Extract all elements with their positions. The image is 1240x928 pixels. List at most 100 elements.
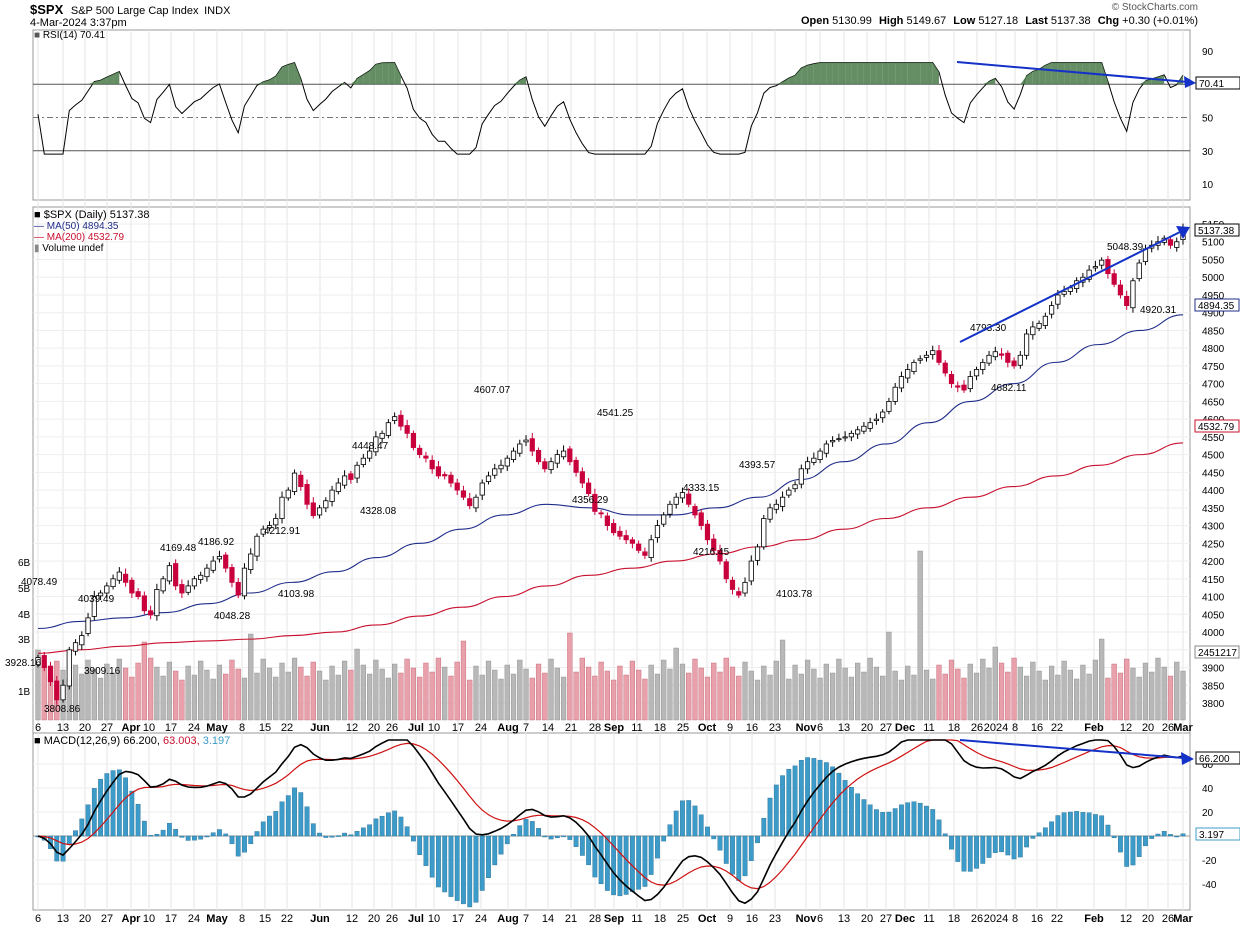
volume-bar xyxy=(911,674,917,721)
x-tick-label-top: 21 xyxy=(565,722,577,734)
price-annotation: 4078.49 xyxy=(21,577,58,588)
price-annotation: 4448.47 xyxy=(352,441,389,452)
candle-up xyxy=(392,416,398,421)
x-tick-label-top: Sep xyxy=(604,722,624,734)
macd-histogram-bar xyxy=(836,772,842,837)
volume-bar xyxy=(529,677,535,721)
rsi-overbought-fill xyxy=(851,62,858,85)
candle-down xyxy=(435,466,442,477)
candle-down xyxy=(179,584,185,594)
volume-bar xyxy=(467,679,473,721)
price-legend: ■ $SPX (Daily) 5137.38 — MA(50) 4894.35 … xyxy=(34,209,150,254)
rsi-overbought-fill xyxy=(357,74,364,85)
volume-bar xyxy=(492,669,498,721)
brand: © StockCharts.com xyxy=(1111,2,1198,13)
volume-bar xyxy=(241,677,248,721)
volume-bar xyxy=(498,678,504,721)
rsi-overbought-fill xyxy=(863,62,871,85)
macd-hist-label-box xyxy=(1195,827,1240,841)
rsi-overbought-fill xyxy=(519,76,527,85)
macd-line xyxy=(37,739,1184,905)
price-tick-label: 3900 xyxy=(1202,664,1225,675)
macd-histogram-bar xyxy=(279,801,285,837)
low-value: 5127.18 xyxy=(978,15,1019,27)
price-tick-label: 4000 xyxy=(1202,628,1225,639)
rsi-overbought-fill xyxy=(807,63,814,85)
x-tick-label-bottom: 27 xyxy=(880,913,892,925)
rsi-overbought-fill xyxy=(788,75,796,85)
x-tick-label-top: 26 xyxy=(386,722,398,734)
candle-up xyxy=(160,578,166,592)
x-tick-label-bottom: Apr xyxy=(122,913,142,925)
x-tick-label-bottom: 14 xyxy=(542,913,554,925)
x-tick-label-bottom: Feb xyxy=(1084,913,1104,925)
macd-histogram-bar xyxy=(104,773,110,837)
candle-up xyxy=(373,436,379,453)
macd-histogram-bar xyxy=(436,835,441,888)
panel-frame-1 xyxy=(32,206,1191,734)
price-tick-label: 4550 xyxy=(1202,433,1225,444)
macd-histogram-bar xyxy=(974,835,979,869)
chg-label: Chg xyxy=(1097,15,1120,27)
volume-bar xyxy=(229,659,235,721)
price-tick-label: 4250 xyxy=(1202,539,1225,550)
macd-histogram-bar xyxy=(867,804,873,837)
macd-histogram-bar xyxy=(323,835,329,838)
macd-histogram-bar xyxy=(554,835,560,839)
candle-down xyxy=(617,530,623,537)
macd-histogram-bar xyxy=(123,777,128,837)
volume-bar xyxy=(460,640,467,721)
candle-up xyxy=(154,589,160,617)
macd-histogram-bar xyxy=(542,835,548,838)
candle-up xyxy=(241,567,248,597)
volume-bar xyxy=(341,660,348,721)
macd-histogram-bar xyxy=(686,800,692,837)
price-tick-label: 4850 xyxy=(1202,326,1225,337)
macd-legend-name: MACD(12,26,9) xyxy=(43,735,121,747)
rsi-overbought-fill xyxy=(832,62,839,85)
price-tick-label: 4150 xyxy=(1202,575,1225,586)
volume-bar xyxy=(880,675,886,721)
candle-up xyxy=(1130,280,1136,309)
macd-histogram-bar xyxy=(874,809,879,837)
open-label: Open xyxy=(800,15,830,27)
candle-down xyxy=(1117,284,1124,296)
macd-histogram-bar xyxy=(329,835,335,838)
macd-histogram-bar xyxy=(730,835,735,875)
ma50-value-label: 4894.35 xyxy=(1198,301,1235,312)
rsi-legend: ■ RSI(14) 70.41 xyxy=(34,30,106,41)
macd-histogram-bar xyxy=(73,830,78,837)
volume-bar xyxy=(1030,661,1036,721)
price-tick-label: 4450 xyxy=(1202,468,1225,479)
volume-bar xyxy=(442,666,448,721)
volume-bar xyxy=(379,668,385,721)
volume-bar xyxy=(323,679,329,721)
macd-histogram-bar xyxy=(292,787,297,837)
candle-up xyxy=(273,518,279,526)
price-tick-label: 3850 xyxy=(1202,681,1225,692)
x-tick-label-top: 12 xyxy=(346,722,358,734)
volume-bar xyxy=(867,657,873,721)
volume-bar xyxy=(717,671,723,721)
volume-tick-label: 3B xyxy=(18,635,31,646)
volume-bar xyxy=(122,667,129,721)
rsi-overbought-fill xyxy=(94,80,101,85)
candle-down xyxy=(955,385,961,388)
rsi-overbought-fill xyxy=(820,62,827,85)
volume-bar xyxy=(748,670,754,721)
volume-bar xyxy=(510,673,517,721)
macd-hist-label: 3.197 xyxy=(1199,830,1224,841)
candle-down xyxy=(54,680,60,701)
candle-up xyxy=(1086,269,1092,280)
volume-bar xyxy=(1099,638,1105,721)
volume-bar xyxy=(523,668,529,721)
macd-histogram-bar xyxy=(811,758,817,837)
candle-down xyxy=(235,581,241,596)
rsi-overbought-fill xyxy=(113,71,120,85)
macd-histogram-bar xyxy=(598,835,604,885)
volume-bar xyxy=(942,673,948,721)
candle-down xyxy=(642,551,648,556)
rsi-tick-label: 10 xyxy=(1202,180,1214,191)
volume-bar xyxy=(148,657,154,721)
macd-histogram-bar xyxy=(742,835,748,877)
